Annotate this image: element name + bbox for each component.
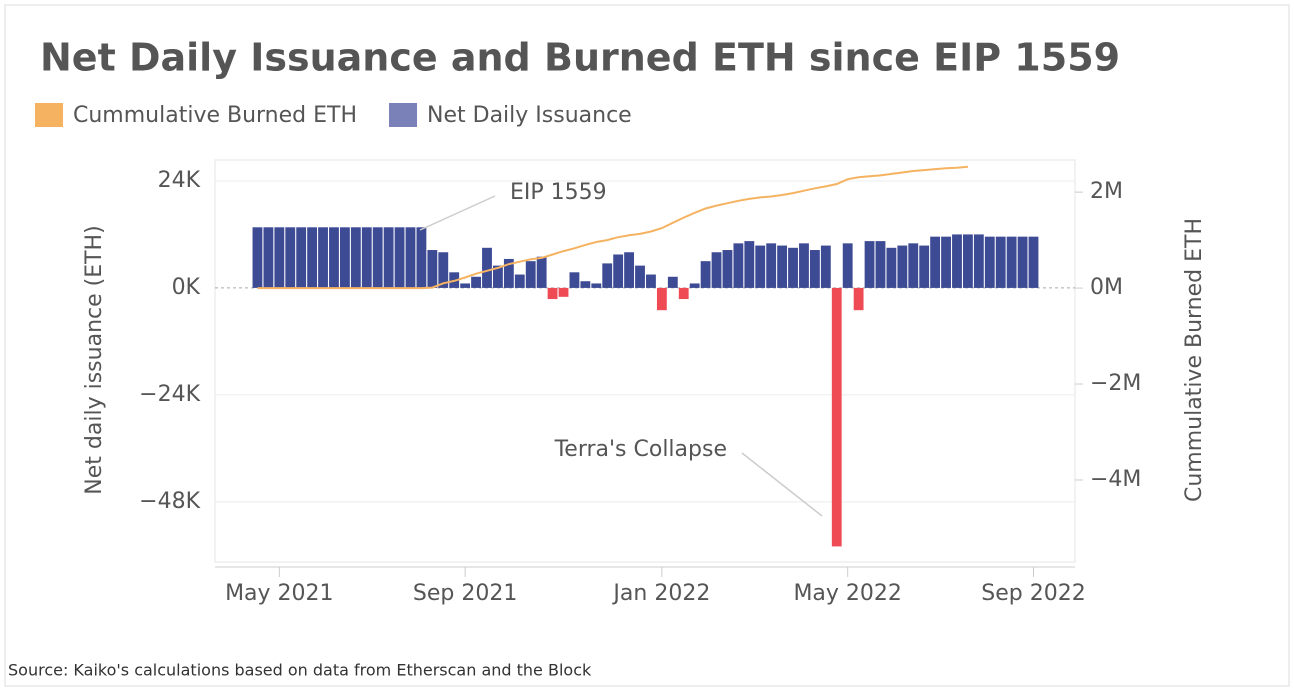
bar — [875, 241, 886, 288]
bar — [984, 236, 995, 288]
bar — [919, 245, 930, 288]
legend-label: Net Daily Issuance — [427, 103, 632, 128]
bar — [372, 227, 383, 288]
bar — [689, 283, 700, 288]
bar — [350, 227, 361, 288]
x-tick-label: Jan 2022 — [611, 581, 710, 606]
bar — [318, 227, 328, 288]
bar — [995, 236, 1006, 288]
annotation: EIP 1559 — [510, 180, 607, 205]
plot-frame — [214, 159, 1076, 563]
y2-tick-label: 2M — [1090, 179, 1123, 204]
bar — [361, 227, 372, 288]
bar — [656, 287, 667, 311]
bar — [339, 227, 350, 288]
bar — [329, 227, 339, 288]
x-tick-label: Sep 2021 — [413, 581, 517, 606]
y-axis-label: Net daily issuance (ETH) — [82, 225, 107, 494]
bar — [886, 247, 897, 288]
source-note: Source: Kaiko's calculations based on da… — [8, 661, 592, 680]
y2-tick-label: −4M — [1090, 467, 1141, 492]
y2-tick-label: 0M — [1090, 275, 1123, 300]
bar — [952, 234, 962, 288]
bar — [580, 281, 591, 288]
bar — [941, 236, 951, 288]
bar — [678, 287, 689, 300]
bar — [788, 247, 798, 288]
bar — [383, 227, 394, 288]
y-tick-label: 0K — [172, 275, 201, 300]
bar — [405, 227, 416, 288]
legend-swatch — [389, 103, 418, 127]
bar — [853, 287, 864, 311]
bar — [700, 261, 711, 288]
bar — [908, 243, 919, 288]
y-tick-label: −24K — [139, 382, 200, 407]
bar — [252, 227, 263, 288]
annotation: Terra's Collapse — [554, 437, 727, 462]
legend-swatch — [35, 103, 63, 127]
x-tick-label: Sep 2022 — [981, 581, 1085, 606]
bar — [711, 252, 722, 288]
x-tick-label: May 2022 — [793, 581, 901, 606]
bar — [558, 287, 569, 297]
bar — [416, 227, 427, 288]
bar — [263, 227, 274, 288]
bar — [274, 227, 285, 288]
bar — [438, 252, 449, 288]
bar — [973, 234, 984, 288]
bar — [744, 241, 755, 288]
bar — [646, 274, 656, 288]
bar — [755, 245, 766, 288]
bar — [525, 261, 536, 288]
bar — [460, 283, 471, 288]
bar — [503, 258, 514, 288]
bar — [493, 265, 503, 288]
bar — [591, 283, 602, 288]
bar — [667, 276, 678, 288]
line — [257, 165, 968, 290]
x-tick-label: May 2021 — [225, 581, 333, 606]
y2-tick-label: −2M — [1090, 371, 1141, 396]
y-tick-label: 24K — [158, 168, 201, 193]
bar — [820, 245, 831, 288]
bar — [635, 265, 645, 288]
bar — [962, 234, 973, 288]
bar — [624, 252, 635, 288]
bar — [307, 227, 318, 288]
bar — [842, 243, 853, 288]
bar — [897, 245, 908, 288]
bar — [930, 236, 941, 288]
y-tick-label: −48K — [139, 489, 200, 514]
bar — [613, 254, 624, 288]
bar — [427, 250, 438, 288]
y2-axis-label: Cummulative Burned ETH — [1182, 218, 1207, 502]
bar — [1028, 236, 1039, 288]
bar — [777, 245, 788, 288]
bar — [285, 227, 296, 288]
bar — [1006, 236, 1017, 288]
legend-label: Cummulative Burned ETH — [73, 103, 357, 128]
bar — [471, 276, 481, 288]
bar — [809, 250, 820, 288]
bar — [482, 247, 492, 288]
bar — [766, 243, 777, 288]
bar — [722, 250, 733, 288]
bar — [1017, 236, 1028, 288]
annotation-leader — [419, 195, 496, 231]
bar — [394, 227, 405, 288]
bar — [831, 287, 842, 547]
bar — [514, 274, 525, 288]
bar — [799, 243, 809, 288]
bar — [569, 272, 580, 288]
bar — [864, 241, 875, 288]
bar — [602, 263, 613, 288]
bar — [296, 227, 307, 288]
chart-title: Net Daily Issuance and Burned ETH since … — [40, 36, 1120, 80]
annotation-leader — [741, 452, 823, 517]
bar — [547, 287, 558, 300]
bar — [733, 243, 744, 288]
bar — [536, 256, 547, 288]
